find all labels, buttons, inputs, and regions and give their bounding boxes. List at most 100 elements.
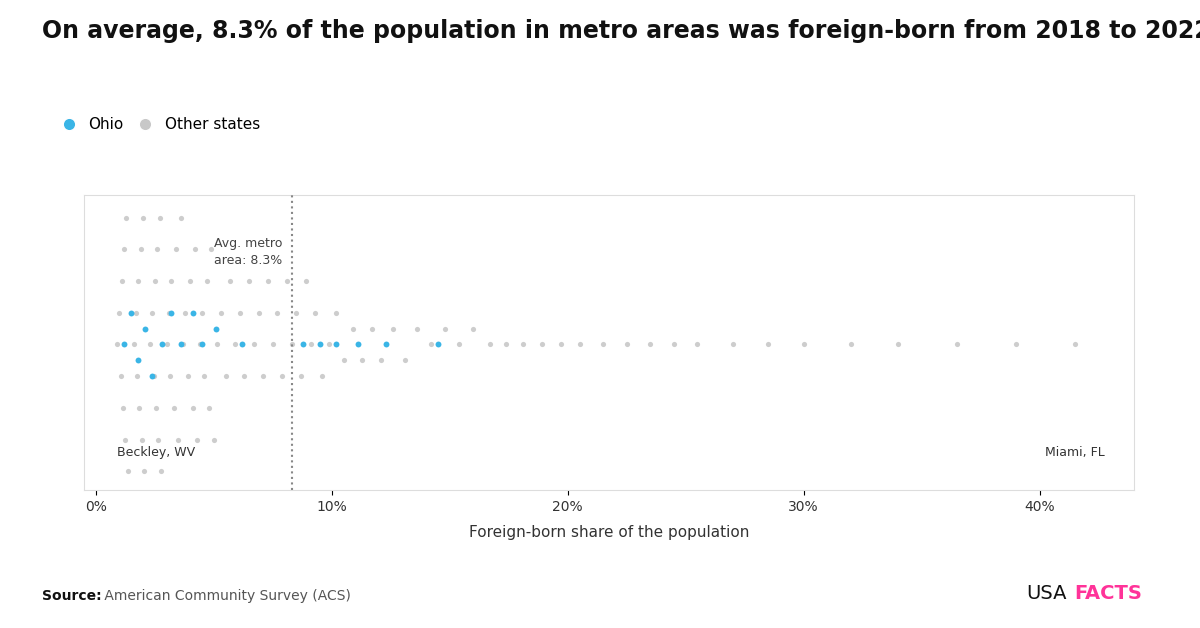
Point [154, 498, 173, 508]
Point [139, 530, 158, 540]
Point [161, 371, 180, 381]
Point [169, 435, 188, 445]
Point [570, 340, 589, 350]
Point [118, 467, 137, 477]
Point [421, 340, 440, 350]
Point [199, 403, 218, 413]
Point [480, 340, 499, 350]
Point [187, 435, 206, 445]
Point [296, 276, 316, 286]
Point [128, 355, 148, 365]
Point [116, 212, 136, 222]
Point [172, 212, 191, 222]
Text: On average, 8.3% of the population in metro areas was foreign-born from 2018 to : On average, 8.3% of the population in me… [42, 19, 1200, 43]
Point [348, 340, 367, 350]
Point [128, 276, 148, 286]
Point [428, 340, 448, 350]
Point [192, 308, 211, 318]
Point [190, 340, 209, 350]
Point [144, 371, 163, 381]
Point [253, 371, 272, 381]
Point [114, 340, 133, 350]
Point [888, 340, 907, 350]
Point [109, 308, 128, 318]
Point [149, 435, 168, 445]
Point [174, 340, 193, 350]
Point [306, 308, 325, 318]
Point [157, 340, 176, 350]
Point [126, 308, 145, 318]
Point [258, 276, 277, 286]
Point [202, 244, 221, 254]
Point [204, 435, 223, 445]
Point [119, 181, 138, 191]
Point [497, 340, 516, 350]
Point [137, 498, 156, 508]
Point [194, 371, 214, 381]
Point [250, 308, 269, 318]
Point [277, 276, 296, 286]
Point [221, 276, 240, 286]
Point [208, 340, 227, 350]
Point [282, 340, 301, 350]
Point [151, 467, 170, 477]
Point [407, 323, 426, 333]
Point [143, 308, 162, 318]
Point [617, 340, 636, 350]
Point [136, 323, 155, 333]
Point [377, 340, 396, 350]
Point [372, 355, 391, 365]
Point [353, 355, 372, 365]
Point [114, 244, 133, 254]
Point [142, 117, 161, 127]
Point [334, 355, 353, 365]
Point [319, 340, 338, 350]
Point [226, 340, 245, 350]
Point [514, 340, 533, 350]
Point [155, 149, 174, 159]
Point [326, 340, 346, 350]
Text: FACTS: FACTS [1074, 584, 1142, 603]
Point [211, 308, 230, 318]
Text: Avg. metro
area: 8.3%: Avg. metro area: 8.3% [214, 237, 282, 267]
Point [138, 149, 157, 159]
Text: Source:: Source: [42, 589, 102, 603]
Point [108, 340, 127, 350]
Point [132, 435, 151, 445]
Point [156, 530, 175, 540]
Point [235, 371, 254, 381]
Point [594, 340, 613, 350]
Point [240, 276, 259, 286]
Point [758, 340, 778, 350]
Point [115, 435, 134, 445]
Point [794, 340, 814, 350]
Point [143, 371, 162, 381]
Point [167, 244, 186, 254]
Text: Miami, FL: Miami, FL [1045, 446, 1105, 459]
Point [384, 323, 403, 333]
Point [176, 308, 196, 318]
Point [292, 371, 311, 381]
Point [1007, 340, 1026, 350]
Legend: Ohio, Other states: Ohio, Other states [47, 111, 266, 139]
Point [113, 403, 132, 413]
Point [294, 340, 313, 350]
Point [263, 340, 282, 350]
Point [436, 323, 455, 333]
Point [724, 340, 743, 350]
Point [313, 371, 332, 381]
Point [121, 308, 140, 318]
Point [216, 371, 235, 381]
Point [110, 371, 130, 381]
Point [245, 340, 264, 350]
Point [272, 371, 292, 381]
Point [301, 340, 320, 350]
Point [136, 181, 155, 191]
Point [158, 117, 178, 127]
Point [152, 340, 172, 350]
Point [463, 323, 482, 333]
Point [180, 276, 199, 286]
Point [152, 181, 172, 191]
Point [688, 340, 707, 350]
Point [206, 323, 226, 333]
